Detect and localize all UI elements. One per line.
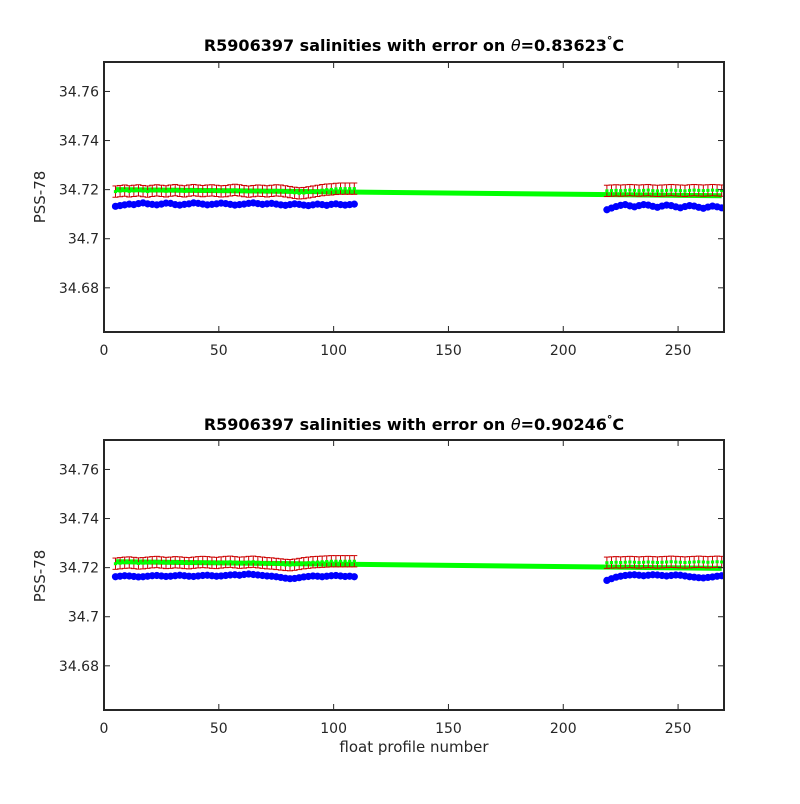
y-tick-label: 34.72 <box>59 561 99 577</box>
x-tick-label: 150 <box>435 343 462 359</box>
axes-box <box>103 439 725 711</box>
y-tick-label: 34.72 <box>59 183 99 199</box>
y-tick-label: 34.68 <box>59 659 99 675</box>
top-panel-ylabel: PSS-78 <box>31 171 49 224</box>
raw-salinity-point <box>718 204 724 212</box>
data-layer <box>111 182 724 214</box>
raw-salinity-point <box>350 200 358 208</box>
raw-salinity-point <box>718 572 724 580</box>
bottom-panel: R5906397 salinities with error on θ=0.90… <box>31 413 725 756</box>
x-tick-label: 250 <box>665 721 692 737</box>
bottom-panel-title: R5906397 salinities with error on θ=0.90… <box>204 413 624 434</box>
x-tick-label: 200 <box>550 343 577 359</box>
y-tick-label: 34.74 <box>59 512 99 528</box>
y-tick-label: 34.76 <box>59 462 99 478</box>
top-panel: R5906397 salinities with error on θ=0.83… <box>31 34 725 359</box>
top-panel-title: R5906397 salinities with error on θ=0.83… <box>204 34 624 55</box>
y-tick-label: 34.7 <box>68 610 99 626</box>
x-tick-label: 0 <box>100 721 109 737</box>
raw-salinity-point <box>350 573 358 581</box>
bottom-panel-ylabel: PSS-78 <box>31 550 49 603</box>
x-tick-label: 50 <box>210 721 228 737</box>
x-tick-label: 0 <box>100 343 109 359</box>
bottom-panel-plot-area: 0 50 100 150 200 250 34.68 34.7 34.72 34.74 34.76 <box>59 439 725 737</box>
bottom-panel-xlabel: float profile number <box>339 738 489 756</box>
x-tick-label: 250 <box>665 343 692 359</box>
x-tick-label: 100 <box>320 343 347 359</box>
y-tick-label: 34.68 <box>59 281 99 297</box>
axes-box <box>103 61 725 333</box>
x-tick-label: 200 <box>550 721 577 737</box>
y-tick-label: 34.7 <box>68 232 99 248</box>
y-tick-label: 34.76 <box>59 84 99 100</box>
y-tick-label: 34.74 <box>59 134 99 150</box>
x-tick-label: 150 <box>435 721 462 737</box>
x-tick-label: 100 <box>320 721 347 737</box>
x-tick-label: 50 <box>210 343 228 359</box>
data-layer <box>111 555 724 585</box>
top-panel-plot-area: 0 50 100 150 200 250 34.68 34.7 34.72 34.74 34.76 <box>59 61 725 359</box>
